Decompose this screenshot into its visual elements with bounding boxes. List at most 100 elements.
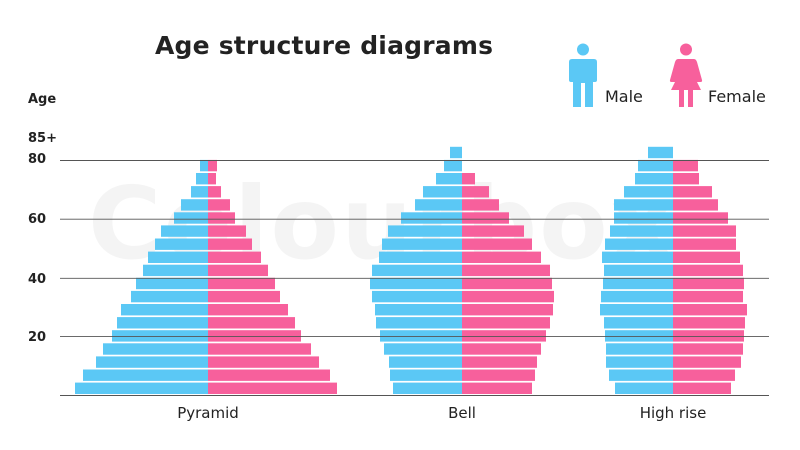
- bar-female-bell-1: [462, 369, 535, 381]
- bar-male-high-rise-17: [638, 159, 673, 172]
- bar-male-pyramid-2: [96, 356, 208, 368]
- legend-male-label: Male: [605, 87, 643, 106]
- diagram-label-pyramid: Pyramid: [177, 404, 239, 422]
- bar-female-bell-8: [462, 277, 552, 290]
- bar-female-bell-5: [462, 317, 550, 329]
- bar-male-high-rise-5: [604, 317, 673, 329]
- y-tick-80: 80: [28, 152, 46, 167]
- bar-male-pyramid-0: [75, 382, 208, 394]
- bar-female-high-rise-12: [673, 225, 736, 237]
- bar-female-pyramid-9: [208, 264, 268, 277]
- bar-female-pyramid-8: [208, 277, 275, 290]
- legend-female-label: Female: [708, 87, 766, 106]
- bar-female-high-rise-0: [673, 382, 731, 394]
- bar-male-high-rise-8: [603, 277, 673, 290]
- bar-female-pyramid-10: [208, 251, 261, 263]
- bar-male-high-rise-12: [610, 225, 673, 237]
- bar-male-pyramid-6: [121, 304, 208, 316]
- y-tick-85plus: 85+: [28, 131, 57, 146]
- bar-female-high-rise-7: [673, 290, 743, 303]
- bar-male-bell-5: [376, 317, 462, 329]
- bar-female-bell-16: [462, 173, 475, 185]
- bar-male-pyramid-1: [83, 369, 208, 381]
- bar-female-pyramid-5: [208, 317, 295, 329]
- bar-female-pyramid-15: [208, 186, 221, 198]
- bar-female-bell-4: [462, 330, 546, 342]
- bar-female-high-rise-16: [673, 173, 699, 185]
- bar-male-bell-11: [382, 238, 462, 250]
- bar-male-high-rise-2: [606, 356, 673, 368]
- bar-male-pyramid-16: [196, 173, 208, 185]
- bar-female-pyramid-4: [208, 330, 301, 342]
- bar-female-pyramid-3: [208, 343, 311, 355]
- bar-male-bell-2: [389, 356, 462, 368]
- male-person-icon: [569, 43, 597, 107]
- diagram-label-bell: Bell: [448, 404, 476, 422]
- bar-male-bell-7: [372, 290, 462, 303]
- bar-male-bell-15: [423, 186, 462, 198]
- bar-male-high-rise-18: [648, 146, 673, 159]
- bar-male-high-rise-9: [604, 264, 673, 277]
- bar-female-pyramid-14: [208, 199, 230, 211]
- bar-female-high-rise-6: [673, 304, 747, 316]
- bar-male-bell-3: [384, 343, 462, 355]
- bar-female-high-rise-11: [673, 238, 736, 250]
- bar-male-high-rise-6: [600, 304, 673, 316]
- bar-male-pyramid-11: [155, 238, 208, 250]
- bar-female-pyramid-7: [208, 290, 280, 303]
- bar-female-bell-15: [462, 186, 489, 198]
- bar-female-high-rise-10: [673, 251, 740, 263]
- bar-male-pyramid-17: [200, 159, 208, 172]
- bar-male-high-rise-3: [606, 343, 673, 355]
- bar-male-high-rise-16: [635, 173, 673, 185]
- bar-male-pyramid-4: [112, 330, 208, 342]
- bar-male-bell-12: [388, 225, 462, 237]
- bar-male-high-rise-7: [601, 290, 673, 303]
- bar-female-high-rise-3: [673, 343, 743, 355]
- bar-female-bell-12: [462, 225, 524, 237]
- bar-female-pyramid-12: [208, 225, 246, 237]
- female-person-icon: [669, 43, 703, 107]
- bar-male-bell-4: [380, 330, 462, 342]
- bar-male-bell-6: [375, 304, 462, 316]
- bar-male-high-rise-11: [605, 238, 673, 250]
- y-tick-40: 40: [28, 272, 46, 287]
- bar-male-pyramid-10: [148, 251, 208, 263]
- diagram-label-high-rise: High rise: [640, 404, 707, 422]
- bar-female-pyramid-1: [208, 369, 330, 381]
- bar-male-high-rise-10: [602, 251, 673, 263]
- bar-female-pyramid-16: [208, 173, 216, 185]
- bar-male-bell-17: [444, 159, 462, 172]
- bar-female-pyramid-0: [208, 382, 337, 394]
- bar-male-bell-13: [401, 212, 462, 224]
- y-tick-20: 20: [28, 330, 46, 345]
- bar-female-bell-3: [462, 343, 541, 355]
- bar-female-pyramid-11: [208, 238, 252, 250]
- bar-female-high-rise-15: [673, 186, 712, 198]
- chart-title: Age structure diagrams: [155, 31, 494, 60]
- bar-female-pyramid-2: [208, 356, 319, 368]
- bar-female-pyramid-17: [208, 159, 217, 172]
- bar-female-bell-10: [462, 251, 541, 263]
- bar-male-pyramid-7: [131, 290, 208, 303]
- bar-female-bell-0: [462, 382, 532, 394]
- bar-female-high-rise-2: [673, 356, 741, 368]
- bar-male-bell-16: [436, 173, 462, 185]
- bar-female-high-rise-13: [673, 212, 728, 224]
- bar-female-high-rise-14: [673, 199, 718, 211]
- bar-female-bell-7: [462, 290, 554, 303]
- bar-male-bell-18: [450, 146, 462, 159]
- bar-female-high-rise-4: [673, 330, 744, 342]
- bar-female-high-rise-17: [673, 159, 698, 172]
- bar-male-pyramid-13: [174, 212, 208, 224]
- bar-female-bell-11: [462, 238, 532, 250]
- bar-male-high-rise-4: [605, 330, 673, 342]
- bar-male-high-rise-15: [624, 186, 673, 198]
- bar-male-pyramid-14: [181, 199, 208, 211]
- bar-female-pyramid-13: [208, 212, 235, 224]
- bar-female-bell-14: [462, 199, 499, 211]
- bar-female-high-rise-1: [673, 369, 735, 381]
- bar-female-bell-6: [462, 304, 553, 316]
